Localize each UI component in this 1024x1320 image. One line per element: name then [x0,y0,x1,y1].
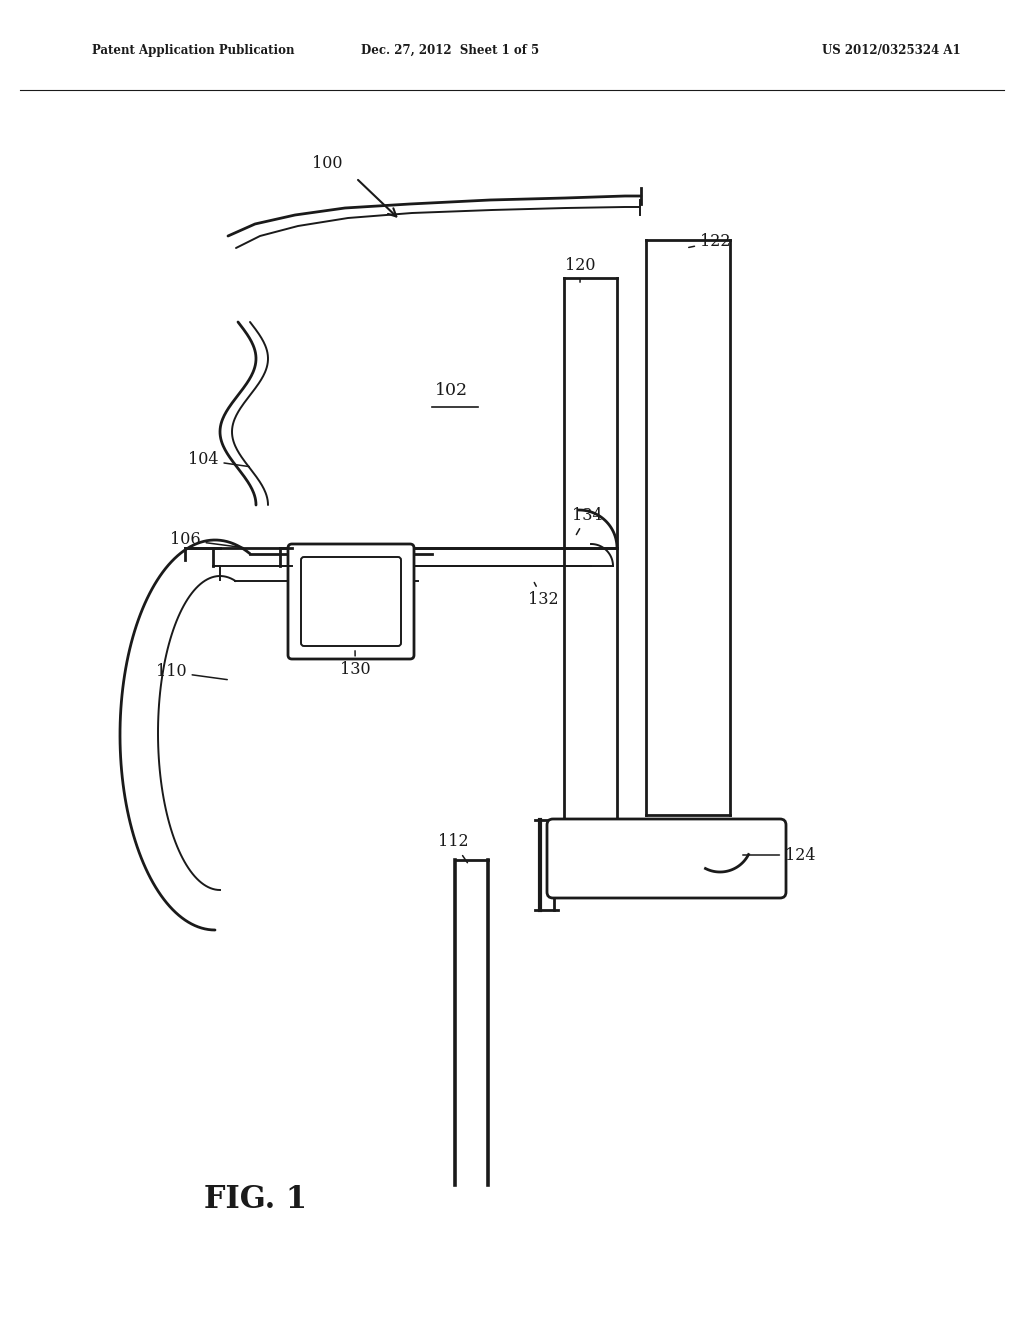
Text: 106: 106 [170,532,244,549]
FancyBboxPatch shape [288,544,414,659]
Text: 112: 112 [438,833,469,863]
Text: 134: 134 [572,507,603,535]
Text: 124: 124 [742,846,815,863]
FancyBboxPatch shape [547,818,786,898]
Text: 104: 104 [188,451,249,469]
FancyBboxPatch shape [301,557,401,645]
Text: 102: 102 [435,381,468,399]
Text: FIG. 1: FIG. 1 [204,1184,306,1216]
Text: 120: 120 [565,256,596,282]
Text: US 2012/0325324 A1: US 2012/0325324 A1 [821,44,961,57]
Text: 132: 132 [528,582,559,609]
Text: Patent Application Publication: Patent Application Publication [92,44,295,57]
Text: 100: 100 [312,154,342,172]
Text: Dec. 27, 2012  Sheet 1 of 5: Dec. 27, 2012 Sheet 1 of 5 [361,44,540,57]
Text: 110: 110 [156,664,227,681]
Text: 130: 130 [340,651,371,678]
Text: 122: 122 [689,234,730,251]
